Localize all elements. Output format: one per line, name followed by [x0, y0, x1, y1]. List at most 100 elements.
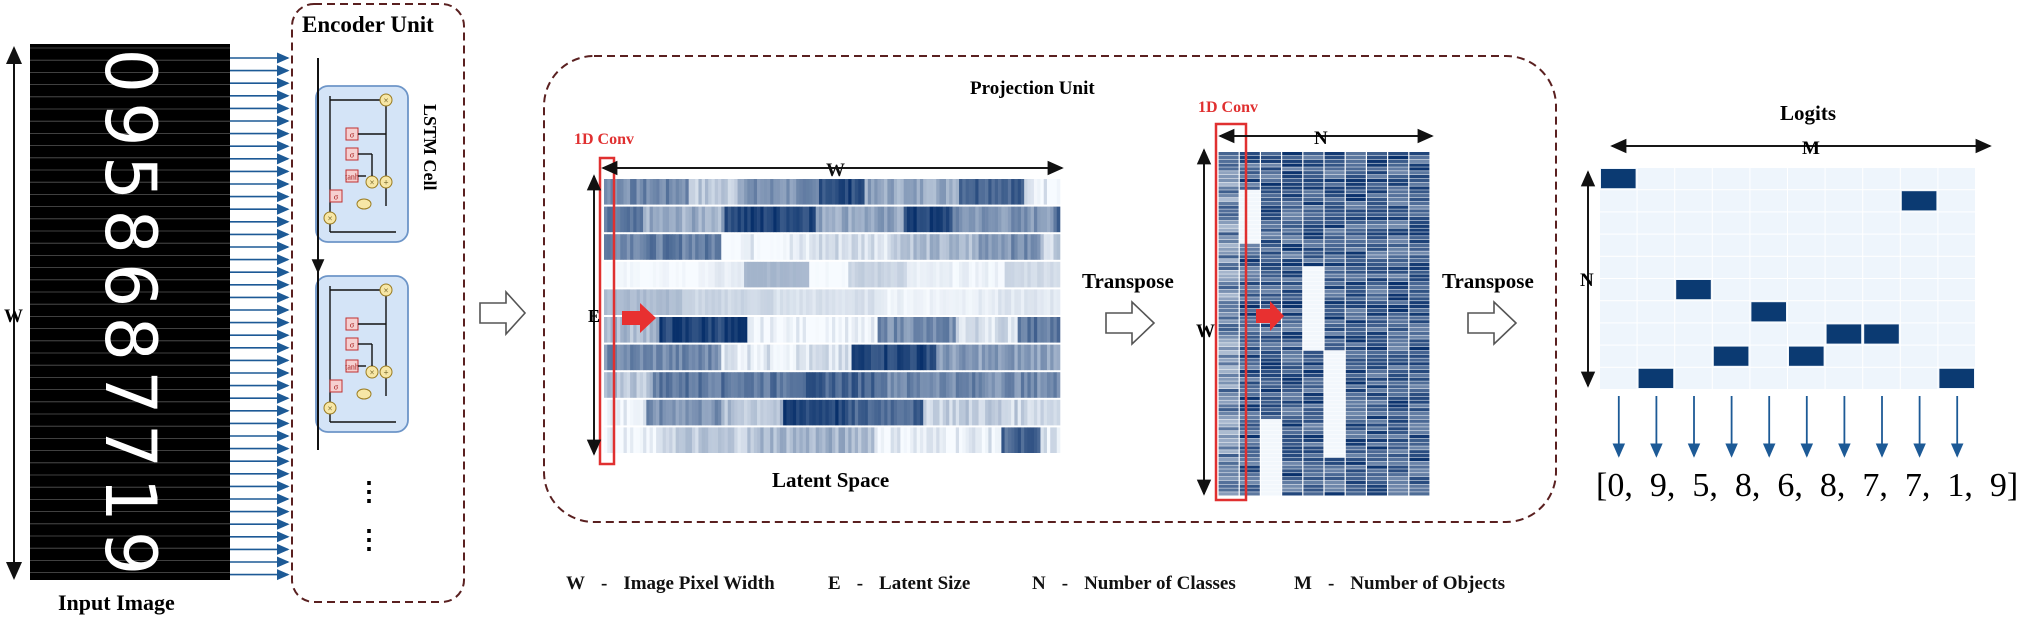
latent-cell — [923, 261, 927, 288]
latent-cell — [962, 261, 966, 288]
latent-cell — [968, 372, 973, 398]
logit-cell — [1675, 345, 1712, 367]
trans-cell — [1409, 476, 1430, 481]
latent-cell — [985, 206, 989, 233]
latent-cell — [809, 427, 813, 453]
latent-cell — [1053, 206, 1058, 233]
trans-cell — [1324, 167, 1345, 171]
logit-cell — [1938, 212, 1975, 234]
latent-cell — [604, 372, 608, 398]
latent-cell — [968, 427, 973, 453]
latent-cell — [1040, 261, 1045, 288]
latent-cell — [926, 234, 931, 260]
trans-cell — [1261, 469, 1281, 473]
latent-cell — [939, 344, 944, 371]
trans-cell — [1239, 205, 1260, 209]
latent-cell — [988, 179, 992, 205]
trans-cell — [1282, 178, 1303, 183]
latent-cell — [845, 427, 849, 453]
latent-cell — [796, 427, 800, 453]
latent-cell — [1053, 427, 1058, 453]
trans-cell — [1282, 415, 1303, 420]
latent-cell — [949, 289, 953, 315]
latent-cell — [711, 289, 716, 315]
trans-cell — [1303, 362, 1324, 366]
latent-cell — [815, 317, 820, 343]
trans-cell — [1282, 236, 1303, 240]
trans-cell — [1218, 392, 1239, 397]
trans-cell — [1218, 278, 1239, 282]
trans-cell — [1261, 366, 1281, 370]
latent-cell — [613, 317, 618, 343]
latent-cell — [959, 289, 963, 315]
latent-cell — [799, 399, 803, 426]
latent-cell — [851, 317, 856, 343]
trans-cell — [1239, 339, 1260, 343]
input-digit: 7 — [89, 424, 171, 469]
latent-cell — [962, 372, 966, 398]
logit-cell — [1825, 234, 1863, 256]
latent-cell — [626, 317, 631, 343]
latent-cell — [786, 427, 790, 453]
trans-cell — [1261, 415, 1281, 420]
latent-cell — [913, 234, 917, 260]
trans-cell — [1388, 343, 1409, 347]
latent-cell — [802, 317, 807, 343]
latent-cell — [965, 289, 970, 315]
trans-cell — [1388, 174, 1409, 179]
trans-cell — [1324, 228, 1345, 232]
trans-cell — [1324, 201, 1345, 206]
trans-cell — [1282, 392, 1303, 397]
latent-cell — [773, 261, 777, 288]
latent-cell — [815, 372, 820, 398]
latent-cell — [1033, 234, 1038, 260]
latent-cell — [623, 427, 628, 453]
trans-cell — [1345, 213, 1366, 217]
latent-cell — [854, 261, 859, 288]
trans-cell — [1367, 255, 1387, 259]
latent-cell — [633, 399, 637, 426]
latent-cell — [832, 372, 836, 398]
trans-cell — [1367, 171, 1387, 175]
latent-cell — [604, 234, 608, 260]
trans-cell — [1261, 224, 1281, 228]
latent-cell — [874, 206, 878, 233]
latent-cell — [955, 206, 960, 233]
logit-active — [1713, 346, 1749, 366]
latent-cell — [766, 261, 771, 288]
trans-cell — [1388, 312, 1409, 316]
latent-cell — [936, 427, 940, 453]
latent-cell — [639, 399, 644, 426]
latent-cell — [607, 206, 611, 233]
trans-cell — [1409, 446, 1430, 450]
latent-cell — [968, 317, 973, 343]
trans-cell — [1367, 381, 1387, 385]
logit-cell — [1938, 323, 1975, 345]
latent-cell — [643, 399, 647, 426]
latent-cell — [946, 427, 950, 453]
trans-cell — [1239, 255, 1260, 259]
trans-cell — [1261, 427, 1281, 431]
latent-cell — [998, 427, 1002, 453]
latent-cell — [773, 399, 777, 426]
trans-cell — [1239, 419, 1260, 423]
latent-cell — [815, 399, 820, 426]
latent-cell — [691, 179, 696, 205]
trans-cell — [1367, 228, 1387, 232]
latent-cell — [685, 179, 689, 205]
latent-cell — [985, 344, 989, 371]
latent-cell — [1033, 179, 1038, 205]
trans-cell — [1282, 232, 1303, 236]
trans-cell — [1261, 155, 1281, 160]
logit-cell — [1637, 301, 1675, 323]
latent-cell — [633, 261, 637, 288]
trans-cell — [1218, 492, 1239, 496]
latent-cell — [910, 206, 914, 233]
latent-cell — [1050, 344, 1054, 371]
trans-cell — [1303, 465, 1324, 469]
latent-cell — [698, 261, 703, 288]
latent-cell — [936, 289, 940, 315]
latent-cell — [1001, 344, 1005, 371]
latent-cell — [1024, 261, 1028, 288]
